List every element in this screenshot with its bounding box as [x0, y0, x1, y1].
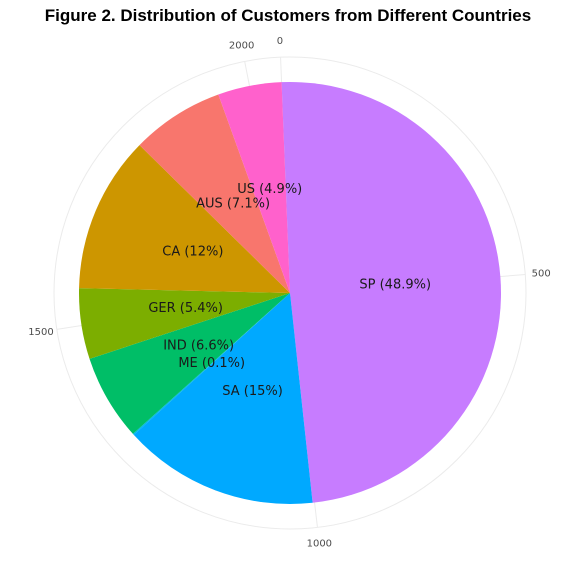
- pie-slice-us: [218, 82, 290, 293]
- angular-tick-labels: 0 500 1000 1500 2000: [28, 36, 550, 549]
- pie-slice-ca: [79, 145, 290, 293]
- pie-slice-ind: [89, 293, 291, 434]
- chart-title: Figure 2. Distribution of Customers from…: [44, 6, 532, 25]
- pie-slice-aus: [139, 94, 290, 293]
- tick-label: 1000: [307, 538, 332, 549]
- pie-slice-ger: [79, 288, 290, 359]
- pie-slice-me: [132, 293, 290, 435]
- pie-slices: [79, 82, 502, 504]
- slice-label-ind: IND (6.6%): [163, 338, 234, 353]
- slice-label-ger: GER (5.4%): [148, 301, 223, 316]
- tick-label: 0: [277, 36, 283, 47]
- slice-labels: SP (48.9%) SA (15%) ME (0.1%) IND (6.6%) GER…: [148, 182, 431, 399]
- slice-label-aus: AUS (7.1%): [196, 197, 270, 212]
- tick-label: 2000: [229, 41, 254, 52]
- tick-label: 1500: [28, 327, 53, 338]
- slice-label-ca: CA (12%): [162, 244, 223, 259]
- slice-label-sa: SA (15%): [222, 384, 283, 399]
- tick-label: 500: [532, 268, 551, 279]
- slice-label-us: US (4.9%): [237, 182, 302, 197]
- grid-circle: [53, 56, 527, 530]
- pie-slice-sa: [133, 293, 313, 504]
- slice-label-sp: SP (48.9%): [359, 278, 431, 293]
- pie-slice-sp: [281, 82, 502, 503]
- slice-label-me: ME (0.1%): [178, 356, 245, 371]
